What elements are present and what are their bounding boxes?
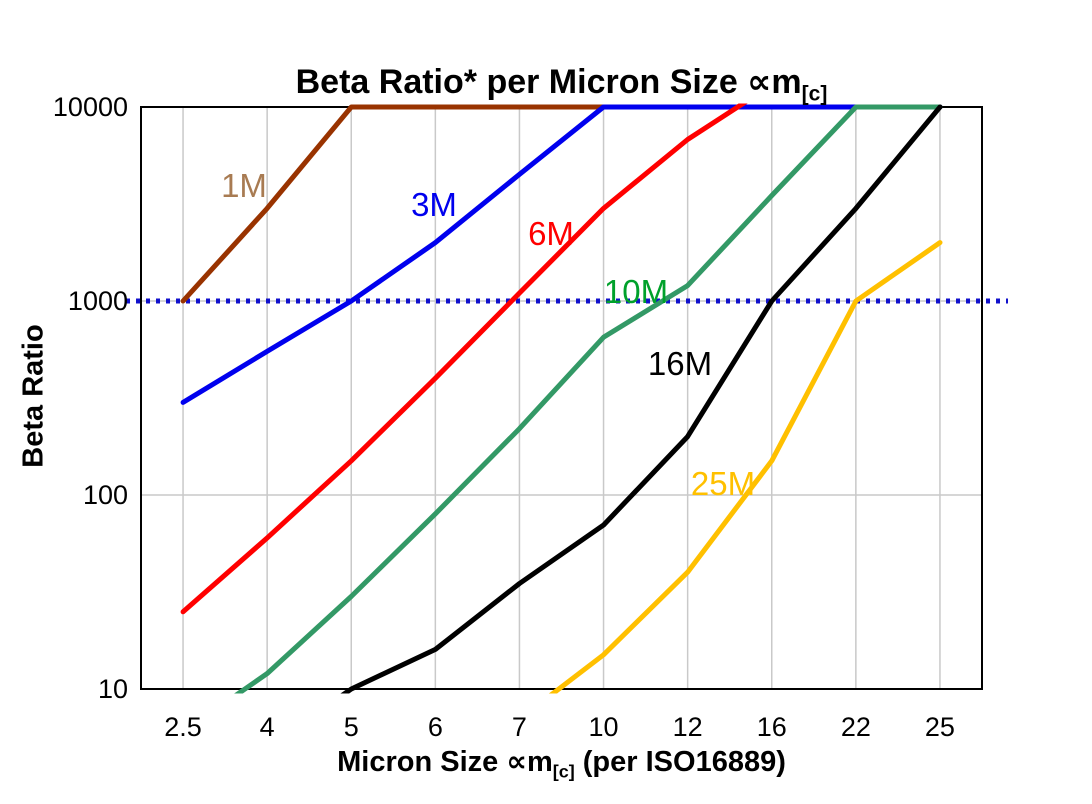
x-tick-label-12: 12 <box>672 712 703 742</box>
series-label-6m: 6M <box>528 215 574 252</box>
series-label-1m: 1M <box>221 167 267 204</box>
micron-subscript: [c] <box>552 761 575 782</box>
x-axis-title-suffix: (per ISO16889) <box>574 746 786 778</box>
micron-subscript: [c] <box>801 82 828 106</box>
x-axis-title-text: Micron Size <box>337 746 507 778</box>
y-axis-title: Beta Ratio <box>17 324 50 468</box>
y-tick-label-10000: 10000 <box>52 92 128 122</box>
series-line-10m <box>234 104 943 694</box>
series-label-16m: 16M <box>647 345 713 382</box>
chart-title-text: Beta Ratio* per Micron Size <box>295 63 748 101</box>
series-label-10m: 10M <box>603 273 669 310</box>
x-tick-label-25: 25 <box>924 712 955 742</box>
x-tick-label-5: 5 <box>343 712 359 742</box>
x-tick-label-16: 16 <box>756 712 787 742</box>
y-tick-label-100: 100 <box>82 480 128 510</box>
x-tick-label-4: 4 <box>259 712 275 742</box>
micron-symbol: ∝m <box>747 63 802 101</box>
series-line-16m <box>340 104 943 694</box>
x-tick-label-2.5: 2.5 <box>164 712 202 742</box>
series-line-3m <box>180 104 943 405</box>
series-line-25m <box>548 240 943 694</box>
x-tick-label-10: 10 <box>588 712 619 742</box>
x-axis-title: Micron Size ∝m[c] (per ISO16889) <box>141 744 982 782</box>
y-tick-label-10: 10 <box>97 674 128 704</box>
series-label-3m: 3M <box>411 186 457 223</box>
x-tick-label-6: 6 <box>427 712 443 742</box>
chart-title: Beta Ratio* per Micron Size ∝m[c] <box>141 62 982 106</box>
series-label-25m: 25M <box>690 465 756 502</box>
x-tick-label-7: 7 <box>511 712 527 742</box>
y-tick-label-1000: 1000 <box>67 286 128 316</box>
series-line-6m <box>180 103 748 615</box>
x-tick-label-22: 22 <box>840 712 871 742</box>
micron-symbol: ∝m <box>506 746 553 778</box>
